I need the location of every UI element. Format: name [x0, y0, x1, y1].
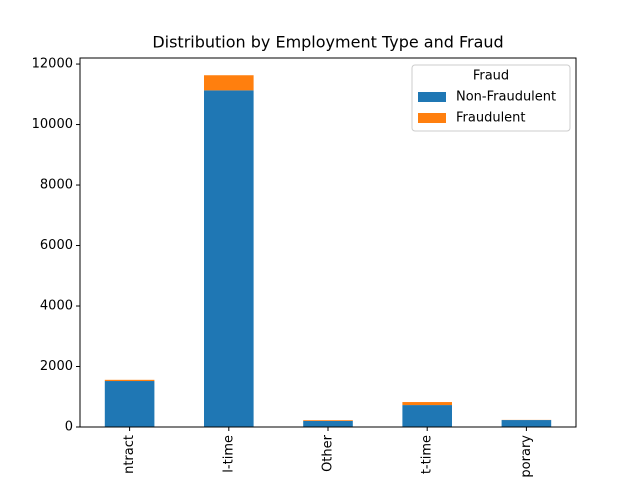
x-tick-label: ntract [122, 435, 137, 474]
x-tick-label: Other [321, 434, 336, 472]
legend-label: Non-Fraudulent [456, 90, 556, 105]
y-tick-label: 4000 [40, 299, 73, 314]
y-tick-label: 12000 [32, 57, 73, 72]
bar-segment [104, 379, 155, 382]
x-tick-label: t-time [420, 435, 435, 474]
y-tick-label: 6000 [40, 238, 73, 253]
x-tick-label: l-time [221, 435, 236, 473]
bar-segment [402, 405, 452, 427]
x-tick-label: porary [519, 435, 534, 478]
y-tick-label: 10000 [32, 117, 73, 132]
legend-swatch [418, 92, 446, 102]
bar-segment [204, 75, 254, 91]
bar-segment [303, 420, 353, 427]
legend-label: Fraudulent [456, 111, 526, 126]
chart-title: Distribution by Employment Type and Frau… [152, 33, 503, 52]
y-tick-label: 0 [65, 420, 73, 435]
legend-swatch [418, 113, 446, 123]
legend-title: Fraud [473, 69, 509, 84]
bar-segment [204, 90, 254, 428]
bar-segment [104, 381, 155, 427]
bar-segment [303, 420, 353, 421]
y-tick-label: 2000 [40, 359, 73, 374]
y-tick-label: 8000 [40, 178, 73, 193]
bar-segment [402, 402, 452, 406]
plot-frame [79, 57, 577, 428]
bar-segment [501, 420, 552, 427]
legend-box [411, 64, 571, 132]
